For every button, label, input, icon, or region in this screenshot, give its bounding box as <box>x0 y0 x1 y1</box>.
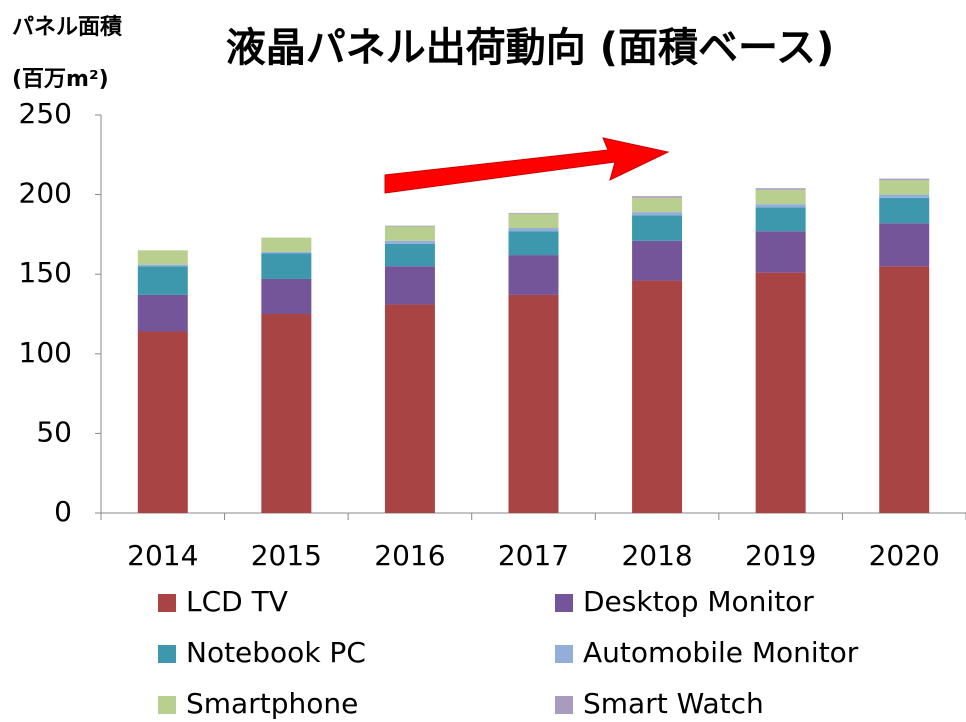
bar-segment <box>137 264 188 267</box>
bar-segment <box>384 243 435 267</box>
bar-segment <box>755 272 806 513</box>
legend-label: Desktop Monitor <box>583 585 814 618</box>
legend-swatch <box>555 594 573 612</box>
bar-segment <box>384 240 435 244</box>
bar-segment <box>508 228 559 232</box>
bar-segment <box>137 266 188 295</box>
bar-segment <box>879 266 930 513</box>
bar-segment <box>508 231 559 256</box>
y-tick-label: 150 <box>19 256 72 289</box>
bar-segment <box>632 196 683 198</box>
legend-swatch <box>158 594 176 612</box>
bar-segment <box>384 266 435 305</box>
legend-label: Smartphone <box>186 687 358 720</box>
legend-swatch <box>555 645 573 663</box>
bar-segment <box>508 213 559 229</box>
chart-title: 液晶パネル出荷動向 (面積ベース) <box>226 25 835 71</box>
legend-label: LCD TV <box>186 585 288 618</box>
x-tick-label: 2017 <box>498 539 569 572</box>
trend-arrow <box>384 137 670 194</box>
bar-segment <box>632 212 683 216</box>
bar-segment <box>261 253 312 279</box>
x-tick-label: 2015 <box>251 539 322 572</box>
bar-segment <box>137 294 188 332</box>
legend-swatch <box>555 696 573 714</box>
bar-segment <box>137 250 188 265</box>
y-tick-label: 200 <box>19 177 72 210</box>
bar-segment <box>879 180 930 195</box>
bar-segment <box>755 204 806 208</box>
bar-segment <box>632 215 683 241</box>
bar-segment <box>755 231 806 273</box>
x-tick-label: 2019 <box>745 539 816 572</box>
bar-segment <box>508 255 559 295</box>
bar-segment <box>755 188 806 190</box>
y-tick-label: 100 <box>19 336 72 369</box>
bar-segment <box>261 251 312 254</box>
legend-label: Notebook PC <box>186 636 366 669</box>
x-tick-label: 2016 <box>374 539 445 572</box>
bar-segment <box>384 226 435 241</box>
bar-segment <box>755 207 806 232</box>
legend-label: Smart Watch <box>583 687 764 720</box>
bar-segment <box>879 194 930 198</box>
bar-segment <box>879 223 930 267</box>
bar-segment <box>261 237 312 252</box>
x-tick-label: 2014 <box>127 539 198 572</box>
bar-segment <box>632 240 683 281</box>
y-axis-label: (百万m²) <box>12 67 109 92</box>
bar-segment <box>632 280 683 513</box>
bar-segment <box>879 197 930 224</box>
x-tick-label: 2018 <box>621 539 692 572</box>
bar-segment <box>508 212 559 214</box>
legend-swatch <box>158 696 176 714</box>
bar-segment <box>632 197 683 213</box>
legend-label: Automobile Monitor <box>583 636 859 669</box>
bar-segment <box>755 189 806 205</box>
bar-segment <box>261 314 312 513</box>
bar-segment <box>261 278 312 314</box>
y-tick-label: 50 <box>36 415 72 448</box>
bar-segment <box>384 225 435 227</box>
x-tick-label: 2020 <box>869 539 940 572</box>
bar-segment <box>879 178 930 181</box>
y-tick-label: 250 <box>19 97 72 130</box>
legend-swatch <box>158 645 176 663</box>
bar-segment <box>384 304 435 513</box>
bar-segment <box>137 331 188 513</box>
y-tick-label: 0 <box>54 495 72 528</box>
bar-segment <box>508 294 559 513</box>
y-axis-label: パネル面積 <box>12 15 123 40</box>
